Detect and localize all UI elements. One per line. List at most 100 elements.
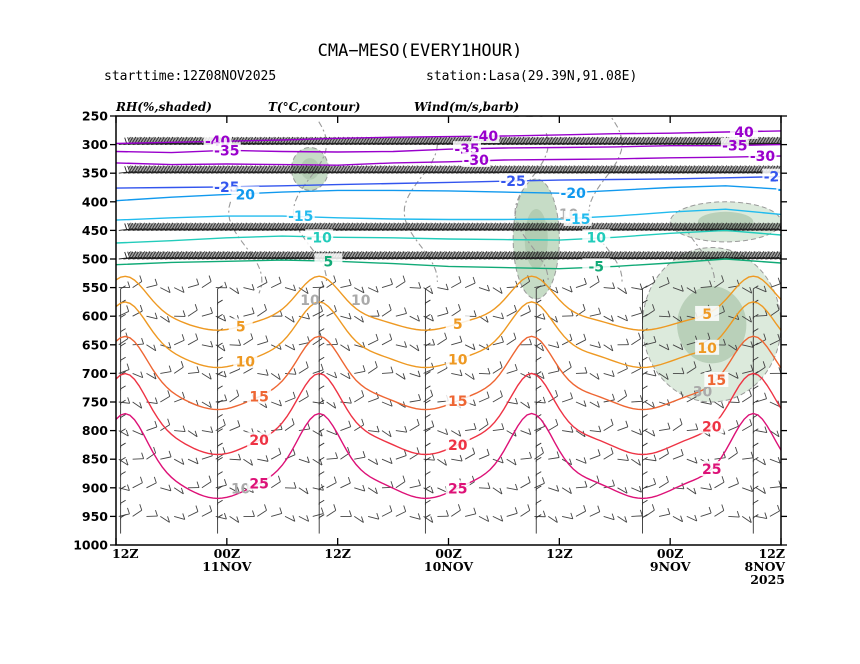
- wind-barb-vertical: [217, 371, 223, 391]
- wind-barb: [709, 165, 725, 174]
- wind-barb: [298, 390, 309, 403]
- wind-barb: [243, 284, 255, 291]
- wind-barb: [478, 448, 490, 460]
- wind-barb: [409, 513, 421, 520]
- wind-barb: [271, 399, 282, 407]
- wind-barb: [654, 222, 669, 231]
- wind-barb: [525, 222, 540, 231]
- wind-barb: [575, 505, 587, 517]
- wind-barb: [257, 369, 269, 376]
- wind-barb: [575, 303, 586, 317]
- wind-barb: [529, 136, 545, 146]
- temperature-contour: [116, 155, 781, 166]
- wind-barb: [543, 165, 558, 174]
- wind-barb: [229, 486, 240, 494]
- wind-barb: [723, 165, 739, 174]
- wind-barb: [229, 453, 242, 461]
- wind-barb: [345, 251, 360, 260]
- wind-barb: [631, 283, 643, 291]
- x-tick-label: 12Z: [758, 546, 785, 561]
- wind-barb-vertical: [424, 485, 431, 505]
- wind-barb: [132, 337, 145, 346]
- wind-barb: [164, 251, 180, 260]
- wind-barb-vertical: [217, 399, 223, 420]
- temperature-contour: [116, 185, 781, 202]
- y-tick-label: 650: [82, 337, 108, 352]
- wind-barb: [289, 222, 304, 231]
- wind-barb: [423, 165, 438, 174]
- wind-barb: [363, 222, 378, 231]
- wind-barb: [755, 487, 766, 494]
- wind-barb-vertical: [642, 285, 648, 305]
- wind-barb: [345, 165, 360, 174]
- wind-barb: [649, 165, 665, 174]
- wind-barb: [705, 136, 720, 146]
- wind-barb: [224, 165, 240, 174]
- wind-barb: [663, 222, 679, 231]
- wind-barb: [437, 136, 452, 146]
- x-tick-label: 00Z: [435, 546, 462, 561]
- wind-barb: [640, 165, 655, 174]
- wind-barb: [511, 222, 526, 231]
- wind-barb-vertical: [535, 328, 542, 348]
- contour-label-layer: 10101010303030-40-4040-35-35-35-30-30-25…: [203, 116, 781, 498]
- temperature-contour-label: 10: [448, 353, 468, 369]
- x-tick-date-label: 11NOV: [202, 559, 251, 574]
- wind-barb-vertical: [752, 499, 759, 520]
- wind-barb: [280, 222, 295, 231]
- wind-barb-vertical: [318, 485, 325, 505]
- wind-barb: [340, 251, 355, 260]
- wind-barb: [645, 136, 660, 146]
- wind-barb: [414, 222, 429, 231]
- wind-barb: [705, 222, 720, 231]
- wind-barb: [386, 222, 401, 231]
- wind-barb: [585, 136, 600, 146]
- wind-barb: [529, 165, 545, 174]
- wind-barb: [677, 222, 692, 231]
- wind-barb-vertical: [642, 356, 648, 377]
- wind-barb: [603, 479, 615, 489]
- wind-barb: [340, 344, 351, 352]
- wind-barb: [257, 251, 272, 260]
- wind-barb-vertical: [642, 514, 648, 534]
- wind-barb: [483, 222, 498, 231]
- wind-barb: [492, 515, 504, 522]
- wind-barb-vertical: [318, 328, 325, 348]
- wind-barb-vertical: [217, 414, 223, 434]
- wind-barb: [298, 361, 309, 374]
- wind-barb-vertical: [217, 356, 223, 377]
- wind-barb: [224, 251, 240, 260]
- wind-barb: [594, 165, 609, 174]
- wind-barb: [340, 420, 352, 432]
- wind-barb: [312, 305, 323, 317]
- wind-barb: [201, 426, 214, 433]
- wind-barb-vertical: [120, 356, 126, 377]
- wind-barb: [686, 514, 698, 522]
- wind-barb: [284, 418, 295, 431]
- wind-barb: [700, 165, 715, 174]
- wind-barb: [520, 428, 532, 435]
- wind-barb: [465, 422, 477, 432]
- wind-barb: [755, 512, 768, 520]
- wind-barb: [515, 251, 531, 260]
- wind-barb: [326, 504, 337, 517]
- wind-barb: [187, 304, 198, 317]
- wind-barb: [395, 222, 411, 231]
- wind-barb: [317, 165, 332, 174]
- wind-barb: [603, 136, 618, 146]
- temperature-contour-label: 10: [587, 230, 607, 246]
- wind-barb: [659, 165, 674, 174]
- wind-barb: [298, 312, 310, 320]
- wind-barb: [146, 251, 161, 260]
- wind-barb: [557, 165, 572, 174]
- wind-barb: [543, 136, 558, 146]
- wind-barb: [428, 136, 443, 146]
- wind-barb: [520, 401, 531, 409]
- wind-barb: [261, 222, 277, 231]
- wind-barb: [354, 516, 364, 523]
- wind-barb: [173, 487, 184, 495]
- wind-barb: [160, 516, 170, 523]
- wind-barb: [672, 515, 684, 523]
- wind-barb: [760, 251, 776, 260]
